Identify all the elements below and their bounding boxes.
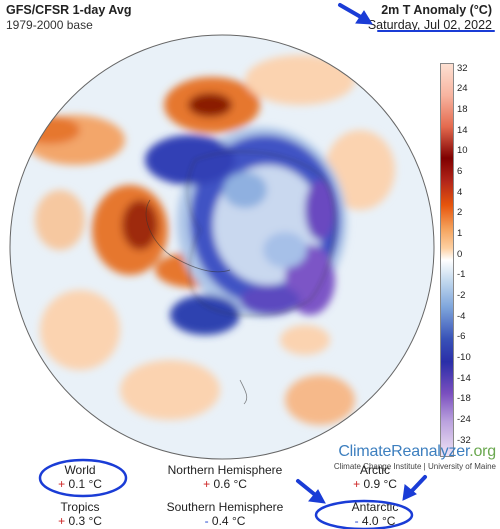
stat-label: Arctic: [360, 463, 390, 477]
brand-name: ClimateReanalyzer.org: [330, 443, 496, 461]
header-left: GFS/CFSR 1-day Avg 1979-2000 base: [6, 3, 131, 33]
stat-label: Antarctic: [351, 500, 399, 514]
legend-tick: 6: [457, 166, 463, 177]
stat-world: World + 0.1 °C: [45, 463, 115, 491]
legend-tick: 32: [457, 63, 468, 74]
base-period: 1979-2000 base: [6, 18, 93, 32]
stat-value: 0.1 °C: [68, 477, 102, 491]
legend-tick: -6: [457, 331, 466, 342]
brand-name-suffix: .org: [469, 443, 496, 460]
legend-tick: 1: [457, 228, 463, 239]
stat-label: Southern Hemisphere: [166, 500, 284, 514]
stat-sign: -: [354, 514, 359, 528]
legend-tick: -18: [457, 393, 471, 404]
legend-tick: 18: [457, 104, 468, 115]
stat-value: 0.4 °C: [211, 514, 246, 528]
stat-sign: +: [203, 477, 211, 491]
stat-northern-hemisphere: Northern Hemisphere + 0.6 °C: [160, 463, 290, 491]
legend-tick: 0: [457, 249, 463, 260]
legend-tick: 24: [457, 83, 468, 94]
stat-sign: +: [353, 477, 361, 491]
legend-tick: 14: [457, 125, 468, 136]
stat-label: Northern Hemisphere: [167, 463, 283, 477]
legend-tick: -32: [457, 435, 471, 446]
stat-value: 0.6 °C: [213, 477, 247, 491]
stat-arctic: Arctic + 0.9 °C: [330, 463, 420, 491]
legend-color-bar: [440, 63, 454, 457]
legend-tick: 4: [457, 187, 463, 198]
stat-sign: -: [204, 514, 209, 528]
brand-subtitle: Climate Change Institute | University of…: [333, 462, 496, 471]
legend-tick: -14: [457, 373, 471, 384]
stat-tropics: Tropics + 0.3 °C: [45, 500, 115, 528]
stat-label: World: [64, 463, 96, 477]
legend-tick: -1: [457, 269, 466, 280]
date-label: Saturday, Jul 02, 2022: [367, 18, 492, 32]
stat-value: 0.3 °C: [68, 514, 102, 528]
source-title: GFS/CFSR 1-day Avg: [6, 3, 132, 17]
legend-tick: -2: [457, 290, 466, 301]
header-right: 2m T Anomaly (°C) Saturday, Jul 02, 2022: [368, 3, 492, 33]
color-legend: 32 24 18 14 10 6 4 2 1 0 -1 -2 -4 -6 -10…: [440, 63, 486, 457]
stat-antarctic: Antarctic - 4.0 °C: [330, 500, 420, 528]
variable-title: 2m T Anomaly (°C): [381, 3, 492, 17]
legend-tick: -24: [457, 414, 471, 425]
brand-block: ClimateReanalyzer.org Climate Change Ins…: [330, 443, 496, 471]
legend-tick: -4: [457, 311, 466, 322]
brand-name-main: ClimateReanalyzer: [338, 443, 470, 460]
stat-sign: +: [58, 514, 66, 528]
stat-sign: +: [58, 477, 66, 491]
stat-southern-hemisphere: Southern Hemisphere - 0.4 °C: [160, 500, 290, 528]
stat-label: Tropics: [60, 500, 100, 514]
legend-tick: -10: [457, 352, 471, 363]
stat-value: 4.0 °C: [361, 514, 396, 528]
legend-tick: 10: [457, 145, 468, 156]
stat-value: 0.9 °C: [363, 477, 397, 491]
legend-tick: 2: [457, 207, 463, 218]
